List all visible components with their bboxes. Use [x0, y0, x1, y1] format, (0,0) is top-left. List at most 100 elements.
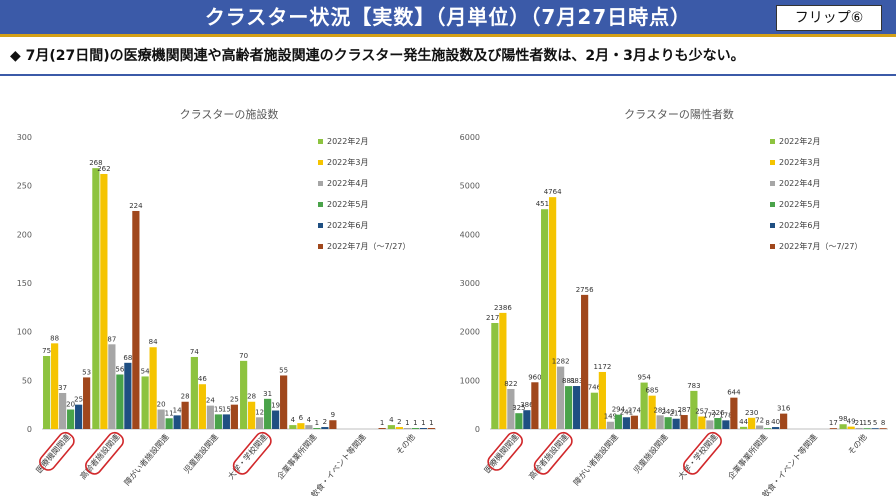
bar-6 [83, 377, 91, 429]
legend-label: 2022年4月 [779, 178, 820, 188]
bar-3 [256, 417, 264, 429]
bar-3 [108, 344, 116, 429]
data-label: 20 [157, 401, 166, 409]
data-label: 74 [190, 348, 199, 356]
category-highlight-box [39, 431, 75, 471]
data-label: 1172 [593, 363, 611, 371]
bar-5 [722, 420, 730, 429]
legend-label: 2022年7月（～7/27） [327, 241, 410, 251]
data-label: 25 [230, 396, 239, 404]
data-label: 9 [331, 411, 335, 419]
bar-1 [491, 323, 499, 429]
bar-4 [565, 386, 573, 429]
bar-6 [730, 397, 738, 429]
bar-3 [206, 405, 214, 429]
data-label: 31 [263, 390, 272, 398]
bar-5 [124, 362, 132, 429]
bar-5 [222, 414, 230, 429]
bar-2 [847, 426, 855, 429]
bar-3 [855, 427, 863, 429]
data-label: 211 [669, 410, 682, 418]
bar-3 [507, 388, 515, 429]
data-label: 4764 [544, 188, 562, 196]
legend-label: 2022年4月 [327, 178, 368, 188]
data-label: 15 [863, 419, 872, 427]
bar-6 [879, 428, 887, 429]
category-label: 障がい者施設関連 [122, 432, 171, 487]
legend-label: 2022年3月 [327, 157, 368, 167]
data-label: 55 [279, 366, 288, 374]
flip-label: フリップ⑥ [776, 5, 882, 31]
y-tick-label: 100 [17, 328, 32, 337]
bar-5 [321, 427, 329, 429]
data-label: 257 [695, 407, 708, 415]
bar-5 [272, 410, 280, 429]
data-label: 25 [74, 396, 83, 404]
headline: ◆ 7月(27日間)の医療機関関連や高齢者施設関連のクラスター発生施設数及び陽性… [10, 48, 745, 64]
data-label: 84 [149, 338, 158, 346]
legend-swatch [770, 139, 775, 144]
bar-1 [190, 356, 198, 429]
bar-1 [541, 209, 549, 429]
data-label: 287 [677, 406, 690, 414]
bar-6 [280, 375, 288, 429]
bar-2 [395, 427, 403, 429]
bar-4 [863, 428, 871, 429]
data-label: 316 [777, 405, 791, 413]
bar-6 [680, 415, 688, 429]
bar-3 [606, 421, 614, 429]
legend-swatch [318, 139, 323, 144]
data-label: 88 [50, 334, 59, 342]
legend-label: 2022年3月 [779, 157, 820, 167]
data-label: 15 [214, 405, 223, 413]
legend-swatch [318, 202, 323, 207]
data-label: 1282 [552, 358, 570, 366]
bar-4 [714, 418, 722, 429]
data-label: 37 [58, 384, 67, 392]
bar-6 [531, 382, 539, 429]
category-label: その他 [394, 432, 417, 457]
facility-count-chart: クラスターの施設数050100150200250300758837202553医… [17, 107, 436, 496]
title-banner [0, 0, 896, 37]
data-label: 178 [719, 411, 732, 419]
legend-swatch [770, 160, 775, 165]
data-label: 68 [123, 354, 132, 362]
legend-label: 2022年5月 [779, 199, 820, 209]
data-label: 11 [165, 409, 174, 417]
bar-1 [141, 376, 149, 429]
data-label: 2 [323, 418, 327, 426]
bar-1 [839, 424, 847, 429]
bar-4 [764, 428, 772, 429]
category-label: 高齢者施設関連 [78, 432, 122, 481]
category-label: 高齢者施設関連 [527, 432, 571, 481]
bar-1 [43, 356, 51, 429]
bar-6 [581, 294, 589, 429]
data-label: 1 [405, 419, 409, 427]
data-label: 14 [173, 406, 182, 414]
bar-1 [690, 390, 698, 429]
data-label: 2386 [494, 304, 512, 312]
positive-count-chart: クラスターの陽性者数 0 1000 2000 3000 4000 5000 6000 2178 2… [460, 107, 888, 496]
data-label: 149 [604, 413, 617, 421]
data-label: 70 [239, 352, 248, 360]
data-label: 226 [711, 409, 725, 417]
bar-2 [698, 416, 706, 429]
data-label: 54 [141, 367, 150, 375]
data-label: 241 [620, 408, 633, 416]
legend-label: 2022年7月（～7/27） [779, 241, 862, 251]
bar-6 [132, 210, 140, 429]
data-label: 685 [645, 387, 658, 395]
bar-1 [740, 426, 748, 429]
bar-3 [557, 366, 565, 429]
data-label: 1 [413, 419, 417, 427]
data-label: 2178 [486, 314, 504, 322]
bar-2 [549, 197, 557, 429]
data-label: 1 [421, 419, 425, 427]
legend-swatch [770, 181, 775, 186]
category-label: 飲食・イベント等関連 [309, 432, 368, 496]
chart-title: クラスターの施設数 [180, 107, 279, 121]
bar-4 [67, 409, 75, 429]
data-label: 15 [222, 405, 231, 413]
data-label: 19 [271, 402, 280, 410]
data-label: 4 [389, 416, 394, 424]
